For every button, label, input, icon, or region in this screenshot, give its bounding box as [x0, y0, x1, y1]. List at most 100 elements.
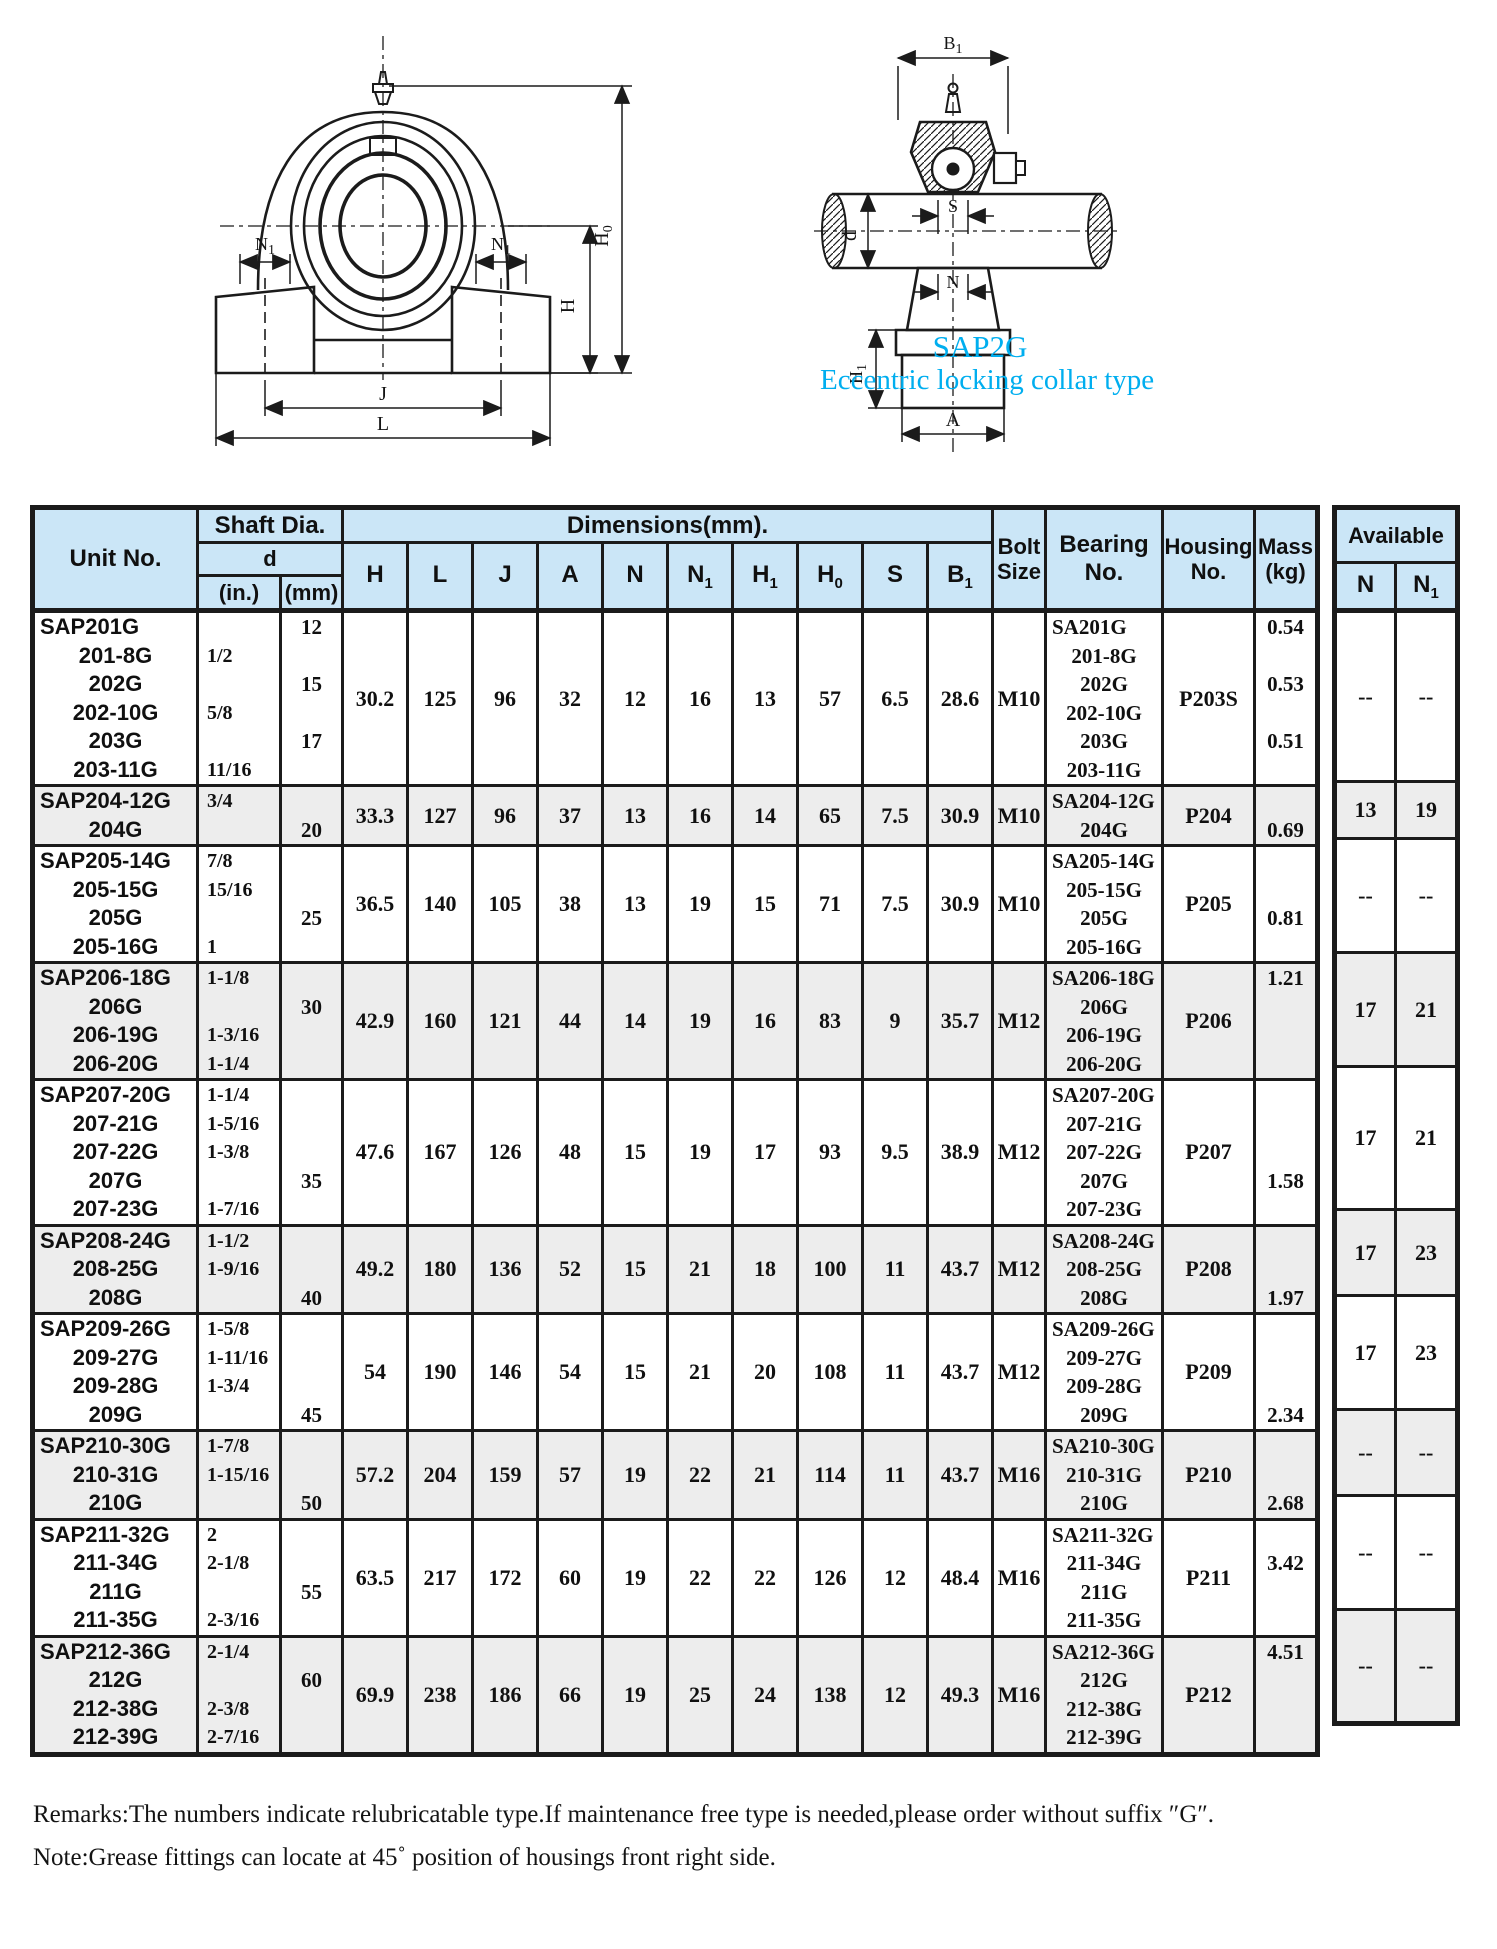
- cell-line: [284, 1433, 340, 1460]
- col-header-bearing-no: Bearing No.: [1044, 506, 1164, 612]
- cell-line: SA212-36G: [1052, 1639, 1155, 1664]
- available-row: 13 19: [1333, 780, 1460, 840]
- cell-line: 208G: [1080, 1285, 1128, 1310]
- table-row: SAP209-26G 209-27G 209-28G 209G 1-5/8 1-11/16…: [31, 1312, 1319, 1432]
- dim-a-cell: 32: [536, 609, 604, 787]
- cell-line: 5/8: [207, 701, 233, 724]
- dim-h0-cell: 93: [796, 1078, 864, 1227]
- cell-line: 3.42: [1267, 1551, 1304, 1575]
- cell-line: SAP205-14G: [40, 848, 171, 874]
- cell-line: 40: [301, 1285, 322, 1310]
- dim-a-cell: 52: [536, 1223, 604, 1315]
- cell-lines: SAP201G 201-8G 202G 202-10G 203G 203-11G: [36, 614, 195, 783]
- cell-lines: 2.68: [1258, 1433, 1315, 1516]
- cell-lines: 2-1/4 2-3/8 2-7/16: [201, 1639, 278, 1751]
- cell-line: [201, 1401, 278, 1428]
- cell-lines: 0.69: [1258, 789, 1315, 843]
- cell-lines: 30: [284, 966, 340, 1077]
- col-header-s: S: [861, 541, 929, 612]
- cell-line: 212-39G: [72, 1724, 159, 1749]
- cell-line: 1-9/16: [207, 1258, 260, 1280]
- col-header-h0: H0: [796, 541, 864, 612]
- cell-lines: 1-1/8 1-3/16 1-1/4: [201, 966, 278, 1077]
- cell-line: 202G: [88, 671, 143, 696]
- cell-lines: 1/2 5/8 11/16: [201, 614, 278, 783]
- col-header-in: (in.): [196, 574, 282, 612]
- dim-s-cell: 6.5: [861, 609, 929, 787]
- dim-label-l: L: [377, 413, 389, 435]
- cell-line: 211G: [1080, 1579, 1128, 1604]
- cell-line: [201, 1666, 278, 1695]
- cell-line: 1.58: [1267, 1168, 1304, 1193]
- shaft-dia-in-cell: 1/2 5/8 11/16: [196, 609, 282, 787]
- dim-n1-cell: 21: [666, 1223, 734, 1315]
- bolt-size-cell: M10: [991, 609, 1047, 787]
- cell-line: [1258, 1138, 1315, 1167]
- cell-lines: SAP212-36G 212G 212-38G 212-39G: [36, 1638, 195, 1751]
- cell-line: 211-34G: [73, 1550, 158, 1575]
- dim-l-cell: 204: [406, 1429, 474, 1521]
- cell-lines: SA212-36G 212G 212-38G 212-39G: [1049, 1639, 1160, 1751]
- col-header-available: Available: [1332, 506, 1460, 564]
- available-row: 17 23: [1333, 1208, 1460, 1297]
- col-header-h: H: [341, 541, 409, 612]
- dim-j-cell: 121: [471, 961, 539, 1081]
- dim-l-cell: 180: [406, 1223, 474, 1315]
- available-n-cell: --: [1333, 609, 1397, 783]
- cell-line: [284, 1082, 340, 1109]
- shaft-dia-in-cell: 1-7/8 1-15/16: [196, 1429, 282, 1521]
- cell-line: 201-8G: [78, 642, 153, 668]
- cell-lines: SA204-12G 204G: [1049, 789, 1160, 843]
- cell-line: SAP212-36G: [40, 1638, 171, 1664]
- available-n1-cell: 23: [1393, 1208, 1460, 1297]
- cell-line: 211-35G: [1066, 1608, 1142, 1632]
- cell-line: [1258, 756, 1315, 783]
- cell-line: 212-38G: [72, 1695, 159, 1721]
- housing-no-cell: P209: [1161, 1312, 1256, 1432]
- dim-j-cell: 96: [471, 609, 539, 787]
- shaft-dia-mm-cell: 30: [279, 961, 344, 1081]
- dim-s-cell: 12: [861, 1634, 929, 1756]
- cell-lines: SA201G 201-8G 202G 202-10G 203G 203-11G: [1049, 614, 1160, 783]
- cell-line: 2.68: [1267, 1491, 1304, 1515]
- cell-line: 205-16G: [1066, 934, 1142, 959]
- cell-lines: 3.42: [1258, 1522, 1315, 1633]
- cell-line: SA211-32G: [1052, 1522, 1154, 1547]
- cell-line: 55: [301, 1579, 322, 1604]
- dim-h-cell: 49.2: [341, 1223, 409, 1315]
- cell-line: 203G: [1080, 729, 1128, 753]
- housing-no-cell: P210: [1161, 1429, 1256, 1521]
- dim-a-cell: 57: [536, 1429, 604, 1521]
- available-n1-cell: 19: [1393, 780, 1460, 840]
- cell-line: 211-35G: [73, 1607, 158, 1632]
- remarks-line2: Note:Grease fittings can locate at 45˚ p…: [33, 1844, 776, 1871]
- cell-line: SA204-12G: [1052, 789, 1155, 813]
- dim-b1-cell: 43.7: [926, 1312, 994, 1432]
- spec-table-header: Unit No. Shaft Dia. Dimensions(mm). Bolt…: [31, 506, 1319, 612]
- cell-line: [284, 1372, 340, 1401]
- dim-n-cell: 19: [601, 1429, 669, 1521]
- spec-table: Unit No. Shaft Dia. Dimensions(mm). Bolt…: [30, 505, 1320, 1757]
- cell-line: [284, 1723, 340, 1751]
- cell-line: 206-20G: [1066, 1051, 1142, 1076]
- dim-l-cell: 140: [406, 844, 474, 964]
- cell-line: [201, 727, 278, 756]
- dim-j-cell: 126: [471, 1078, 539, 1227]
- cell-lines: 45: [284, 1317, 340, 1428]
- cell-line: 1-3/8: [207, 1141, 250, 1163]
- cell-line: 1-15/16: [207, 1463, 270, 1486]
- shaft-dia-mm-cell: 55: [279, 1517, 344, 1638]
- col-header-avail-n1: N1: [1393, 561, 1460, 612]
- cell-line: 1.97: [1267, 1285, 1304, 1310]
- dim-n1-cell: 16: [666, 609, 734, 787]
- bearing-no-cell: SA201G 201-8G 202G 202-10G 203G 203-11G: [1044, 609, 1164, 787]
- cell-lines: 12 15 17: [284, 614, 340, 783]
- cell-line: 205-15G: [1066, 877, 1142, 902]
- shaft-dia-mm-cell: 45: [279, 1312, 344, 1432]
- dim-n-cell: 14: [601, 961, 669, 1081]
- cell-line: 1: [207, 935, 217, 958]
- cell-line: 1-1/8: [207, 967, 250, 989]
- dim-l-cell: 217: [406, 1517, 474, 1638]
- col-header-l: L: [406, 541, 474, 612]
- cell-line: 210-31G: [72, 1461, 159, 1487]
